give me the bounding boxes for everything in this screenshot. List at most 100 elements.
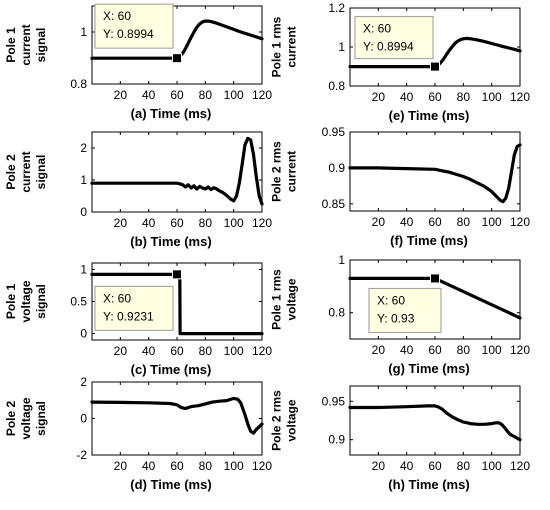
x-tick-label-e-0: 20 [372, 90, 386, 104]
y-tick-label-h-0: 0.9 [328, 433, 345, 447]
y-tick-label-f-0: 0.85 [322, 197, 346, 211]
x-tick-label-g-4: 100 [482, 343, 502, 357]
datatip-text-e-1: Y: 0.8994 [363, 40, 414, 54]
plot-area-h [349, 385, 521, 456]
plot-area-b [91, 131, 263, 213]
y-tick-label-a-1: 1 [80, 25, 87, 39]
x-tick-label-c-4: 100 [224, 344, 244, 358]
y-tick-label-e-1: 1 [338, 40, 345, 54]
x-tick-label-h-1: 40 [400, 459, 414, 473]
datatip-marker-e[interactable] [430, 61, 440, 72]
x-tick-label-d-3: 80 [199, 459, 213, 473]
y-axis-label-g-0: Pole 1 rms [270, 269, 284, 330]
y-tick-label-c-0: 0 [80, 327, 87, 341]
x-tick-label-a-1: 40 [142, 88, 156, 102]
y-tick-label-b-2: 2 [80, 141, 87, 155]
x-tick-label-g-1: 40 [400, 343, 414, 357]
y-axis-label-a-2: signal [34, 28, 48, 63]
datatip-box-e[interactable] [354, 16, 434, 60]
plot-area-d [91, 381, 263, 456]
y-axis-label-d-1: voltage [19, 397, 33, 439]
x-tick-label-h-2: 60 [428, 459, 442, 473]
x-tick-label-g-2: 60 [428, 343, 442, 357]
caption-f: (f) Time (ms) [390, 233, 468, 248]
datatip-box-c[interactable] [94, 285, 174, 331]
x-tick-label-c-2: 60 [170, 344, 184, 358]
x-tick-label-e-2: 60 [428, 90, 442, 104]
x-tick-label-g-0: 20 [372, 343, 386, 357]
series-line-f [348, 143, 522, 204]
x-tick-label-f-2: 60 [428, 215, 442, 229]
datatip-marker-a[interactable] [172, 53, 182, 64]
y-tick-label-e-2: 1.2 [328, 1, 345, 15]
datatip-text-c-0: X: 60 [103, 291, 131, 305]
y-axis-label-d-2: signal [34, 401, 48, 436]
datatip-box-g[interactable] [368, 287, 442, 333]
x-tick-label-g-3: 80 [457, 343, 471, 357]
x-tick-label-d-2: 60 [170, 459, 184, 473]
series-line-d [90, 396, 264, 435]
x-tick-label-f-0: 20 [372, 215, 386, 229]
x-tick-label-a-3: 80 [199, 88, 213, 102]
series-line-e [348, 36, 522, 69]
x-tick-label-a-2: 60 [170, 88, 184, 102]
y-axis-label-f-1: current [285, 151, 299, 192]
y-tick-label-f-1: 0.9 [328, 161, 345, 175]
x-tick-label-d-4: 100 [224, 459, 244, 473]
subplot-g: 20 40 60 80 100 120 0.8 1 Pole 1 rms voltage (g) T… [270, 253, 531, 376]
datatip-text-c-1: Y: 0.9231 [103, 309, 154, 323]
caption-d: (d) Time (ms) [130, 477, 211, 492]
datatip-marker-c[interactable] [172, 269, 182, 280]
x-tick-label-d-1: 40 [142, 459, 156, 473]
y-axis-label-c-2: signal [34, 284, 48, 319]
x-tick-label-f-5: 120 [510, 215, 530, 229]
y-axis-label-d-0: Pole 2 [4, 401, 18, 437]
y-tick-label-h-1: 0.95 [322, 394, 346, 408]
x-tick-label-e-1: 40 [400, 90, 414, 104]
x-tick-label-h-5: 120 [510, 459, 530, 473]
y-tick-label-c-2: 1 [80, 262, 87, 276]
x-tick-label-b-2: 60 [170, 216, 184, 230]
x-tick-label-a-4: 100 [224, 88, 244, 102]
y-axis-label-f-0: Pole 2 rms [270, 141, 284, 202]
y-axis-label-g-1: voltage [285, 278, 299, 320]
y-tick-label-f-2: 0.95 [322, 125, 346, 139]
x-tick-label-c-3: 80 [199, 344, 213, 358]
y-tick-label-g-1: 1 [338, 253, 345, 267]
subplot-b: 20 40 60 80 100 120 0 1 2 Pole 2 current signal (b) … [4, 131, 272, 249]
subplot-e: 20 40 60 80 100 120 0.8 1 1.2 Pole 1 rms current (e… [270, 1, 531, 123]
subplot-d: 20 40 60 80 100 120 -2 0 2 Pole 2 voltage signal (d)… [4, 375, 272, 492]
datatip-text-a-0: X: 60 [103, 9, 131, 23]
x-tick-label-f-1: 40 [400, 215, 414, 229]
x-tick-label-h-0: 20 [372, 459, 386, 473]
caption-e: (e) Time (ms) [389, 108, 470, 123]
x-tick-label-h-3: 80 [457, 459, 471, 473]
subplot-a: 20 40 60 80 100 120 0.8 1 Pole 1 current signal (a)… [4, 3, 272, 121]
x-tick-label-h-4: 100 [482, 459, 502, 473]
datatip-text-g-1: Y: 0.93 [377, 311, 415, 325]
x-tick-label-c-0: 20 [114, 344, 128, 358]
y-axis-label-e-1: current [285, 26, 299, 67]
x-tick-label-b-5: 120 [252, 216, 272, 230]
y-axis-label-b-2: signal [34, 155, 48, 190]
y-axis-label-h-1: voltage [285, 399, 299, 441]
y-tick-label-g-0: 0.8 [328, 306, 345, 320]
datatip-box-a[interactable] [94, 3, 174, 49]
subplot-f: 20 40 60 80 100 120 0.85 0.9 0.95 Pole 2 rms curre… [270, 125, 531, 248]
x-tick-label-d-0: 20 [114, 459, 128, 473]
x-tick-label-e-3: 80 [457, 90, 471, 104]
datatip-text-g-0: X: 60 [377, 293, 405, 307]
y-tick-label-d-1: 0 [80, 412, 87, 426]
y-axis-label-b-1: current [19, 151, 33, 192]
x-tick-label-c-5: 120 [252, 344, 272, 358]
x-tick-label-a-0: 20 [114, 88, 128, 102]
x-tick-label-b-0: 20 [114, 216, 128, 230]
x-tick-label-f-3: 80 [457, 215, 471, 229]
datatip-marker-g[interactable] [430, 273, 440, 284]
subplot-c: 20 40 60 80 100 120 0 0.5 1 Pole 1 voltage signal (c… [4, 262, 272, 377]
caption-g: (g) Time (ms) [388, 361, 469, 376]
x-tick-label-b-3: 80 [199, 216, 213, 230]
series-line-b [90, 136, 264, 206]
